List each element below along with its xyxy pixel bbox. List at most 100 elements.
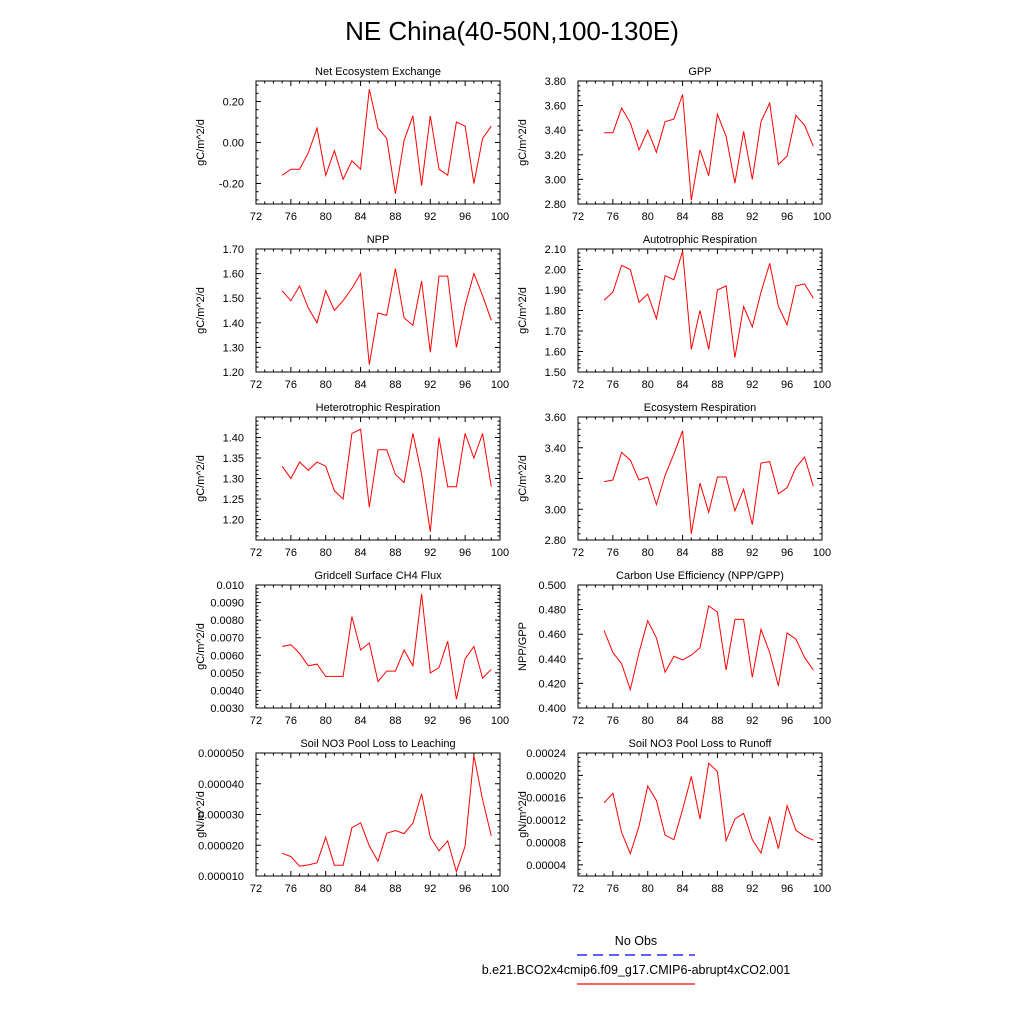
x-tick-label: 88 bbox=[711, 547, 723, 559]
y-axis-label: gN/m^2/d bbox=[517, 791, 529, 838]
legend-label-case: b.e21.BCO2x4cmip6.f09_g17.CMIP6-abrupt4x… bbox=[482, 963, 791, 977]
y-tick-label: 3.80 bbox=[545, 76, 566, 88]
x-tick-label: 72 bbox=[572, 715, 584, 727]
y-axis-label: gC/m^2/d bbox=[517, 455, 529, 502]
x-tick-label: 88 bbox=[389, 547, 401, 559]
x-tick-label: 96 bbox=[459, 715, 471, 727]
x-tick-label: 80 bbox=[642, 379, 654, 391]
x-tick-label: 76 bbox=[285, 883, 297, 895]
x-tick-label: 72 bbox=[250, 715, 262, 727]
x-tick-label: 88 bbox=[711, 715, 723, 727]
y-tick-label: 3.20 bbox=[545, 150, 566, 162]
x-tick-label: 96 bbox=[459, 547, 471, 559]
x-tick-label: 96 bbox=[781, 379, 793, 391]
x-tick-label: 84 bbox=[676, 883, 688, 895]
y-tick-label: 2.80 bbox=[545, 199, 566, 211]
panel-soil-no3-pool-loss-to-leaching: Soil NO3 Pool Loss to Leaching gN/m^2/d 72… bbox=[195, 738, 509, 895]
panel-soil-no3-pool-loss-to-runoff: Soil NO3 Pool Loss to Runoff gN/m^2/d 72 76… bbox=[517, 738, 831, 895]
panel-gridcell-surface-ch4-flux: Gridcell Surface CH4 Flux gC/m^2/d 72 76 80 8… bbox=[195, 570, 509, 727]
y-tick-label: 1.20 bbox=[223, 367, 244, 379]
x-tick-label: 100 bbox=[491, 379, 509, 391]
y-tick-label: 1.90 bbox=[545, 285, 566, 297]
y-axis-label: gC/m^2/d bbox=[517, 119, 529, 166]
y-tick-label: -0.20 bbox=[219, 179, 244, 191]
panel-title: Soil NO3 Pool Loss to Runoff bbox=[629, 738, 773, 750]
x-tick-label: 88 bbox=[389, 715, 401, 727]
x-tick-label: 100 bbox=[813, 379, 831, 391]
y-tick-label: 0.000040 bbox=[198, 779, 244, 791]
panel-heterotrophic-respiration: Heterotrophic Respiration gC/m^2/d 72 76 80 8… bbox=[195, 402, 509, 559]
x-tick-label: 84 bbox=[354, 715, 366, 727]
panel-ecosystem-respiration: Ecosystem Respiration gC/m^2/d 72 76 80 84 88 9… bbox=[517, 402, 831, 559]
y-axis-label: gC/m^2/d bbox=[195, 623, 207, 670]
x-tick-label: 80 bbox=[642, 715, 654, 727]
y-tick-label: 0.0090 bbox=[210, 598, 244, 610]
y-tick-label: 0.400 bbox=[538, 703, 566, 715]
x-tick-label: 76 bbox=[607, 379, 619, 391]
y-tick-label: 0.420 bbox=[538, 678, 566, 690]
x-tick-label: 100 bbox=[491, 547, 509, 559]
x-tick-label: 76 bbox=[285, 547, 297, 559]
y-tick-label: 0.0060 bbox=[210, 650, 244, 662]
y-tick-label: 0.0050 bbox=[210, 668, 244, 680]
x-tick-label: 88 bbox=[711, 883, 723, 895]
series-line bbox=[281, 755, 492, 874]
y-axis-label: gC/m^2/d bbox=[195, 287, 207, 334]
panel-grid: Net Ecosystem Exchange gC/m^2/d 72 76 80 84 88… bbox=[195, 66, 831, 895]
figure-title: NE China(40-50N,100-130E) bbox=[345, 16, 679, 46]
x-tick-label: 96 bbox=[781, 715, 793, 727]
x-tick-label: 88 bbox=[711, 211, 723, 223]
y-tick-label: 0.00020 bbox=[526, 770, 566, 782]
x-tick-label: 88 bbox=[389, 883, 401, 895]
x-tick-label: 100 bbox=[813, 715, 831, 727]
x-tick-label: 72 bbox=[250, 547, 262, 559]
y-tick-label: 0.00 bbox=[223, 138, 244, 150]
plot-frame bbox=[577, 80, 823, 205]
x-tick-label: 84 bbox=[676, 379, 688, 391]
y-tick-label: 1.25 bbox=[223, 494, 244, 506]
y-tick-label: 1.35 bbox=[223, 453, 244, 465]
y-tick-label: 1.20 bbox=[223, 515, 244, 527]
series-line bbox=[604, 94, 814, 201]
x-tick-label: 84 bbox=[676, 547, 688, 559]
y-tick-label: 0.460 bbox=[538, 629, 566, 641]
panel-autotrophic-respiration: Autotrophic Respiration gC/m^2/d 72 76 80 84 8… bbox=[517, 234, 831, 391]
x-tick-label: 72 bbox=[250, 379, 262, 391]
x-tick-label: 84 bbox=[354, 379, 366, 391]
y-tick-label: 1.60 bbox=[545, 347, 566, 359]
y-tick-label: 3.00 bbox=[545, 174, 566, 186]
y-tick-label: 0.000010 bbox=[198, 871, 244, 883]
y-tick-label: 1.60 bbox=[223, 269, 244, 281]
panel-title: Carbon Use Efficiency (NPP/GPP) bbox=[616, 570, 784, 582]
x-tick-label: 96 bbox=[459, 379, 471, 391]
panel-title: GPP bbox=[688, 66, 711, 78]
series-line bbox=[603, 762, 814, 856]
x-tick-label: 100 bbox=[491, 883, 509, 895]
x-tick-label: 80 bbox=[320, 883, 332, 895]
y-tick-label: 1.40 bbox=[223, 433, 244, 445]
x-tick-label: 92 bbox=[424, 715, 436, 727]
y-tick-label: 1.80 bbox=[545, 306, 566, 318]
y-tick-label: 0.000030 bbox=[198, 810, 244, 822]
plot-frame bbox=[577, 416, 823, 541]
x-tick-label: 92 bbox=[746, 211, 758, 223]
panel-title: Autotrophic Respiration bbox=[643, 234, 757, 246]
x-tick-label: 88 bbox=[711, 379, 723, 391]
legend: No Obs b.e21.BCO2x4cmip6.f09_g17.CMIP6-a… bbox=[482, 934, 791, 985]
x-tick-label: 84 bbox=[354, 547, 366, 559]
y-tick-label: 0.00008 bbox=[526, 837, 566, 849]
panel-title: NPP bbox=[367, 234, 390, 246]
x-tick-label: 88 bbox=[389, 211, 401, 223]
y-tick-label: 0.0030 bbox=[210, 703, 244, 715]
y-axis-label: gC/m^2/d bbox=[195, 455, 207, 502]
y-tick-label: 1.30 bbox=[223, 474, 244, 486]
x-tick-label: 72 bbox=[572, 883, 584, 895]
x-tick-label: 76 bbox=[607, 547, 619, 559]
panel-gpp: GPP gC/m^2/d 72 76 80 84 88 92 96 100 2.80 3.00 3.20… bbox=[517, 66, 831, 223]
x-tick-label: 80 bbox=[320, 715, 332, 727]
x-tick-label: 80 bbox=[642, 883, 654, 895]
y-axis-label: gC/m^2/d bbox=[517, 287, 529, 334]
x-tick-label: 96 bbox=[459, 883, 471, 895]
y-tick-label: 1.30 bbox=[223, 342, 244, 354]
x-tick-label: 80 bbox=[642, 211, 654, 223]
